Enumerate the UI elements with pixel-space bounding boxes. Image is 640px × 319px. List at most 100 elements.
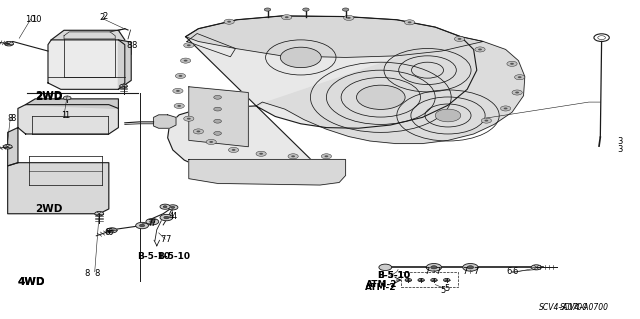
Circle shape	[484, 120, 488, 122]
Circle shape	[288, 154, 298, 159]
Text: 7: 7	[425, 267, 430, 276]
Circle shape	[146, 219, 159, 225]
Circle shape	[408, 21, 412, 23]
Circle shape	[512, 90, 522, 95]
Text: SCV4–A0700: SCV4–A0700	[560, 303, 609, 312]
Text: 4WD: 4WD	[18, 277, 45, 287]
Circle shape	[3, 145, 12, 149]
Circle shape	[264, 8, 271, 11]
Text: 7: 7	[474, 267, 479, 276]
Circle shape	[507, 61, 517, 66]
Circle shape	[187, 118, 191, 120]
Text: B-5-10: B-5-10	[157, 252, 190, 261]
Circle shape	[209, 141, 213, 143]
Circle shape	[206, 139, 216, 145]
Text: 7: 7	[150, 219, 156, 228]
Text: 2WD: 2WD	[35, 92, 63, 102]
Polygon shape	[168, 16, 477, 175]
Circle shape	[280, 47, 321, 68]
Circle shape	[4, 41, 13, 46]
Text: 6: 6	[512, 267, 517, 276]
Circle shape	[426, 263, 442, 271]
Text: 5: 5	[440, 286, 445, 295]
Circle shape	[176, 90, 180, 92]
Text: 8: 8	[131, 41, 136, 50]
Circle shape	[214, 131, 221, 135]
Circle shape	[504, 108, 508, 109]
Circle shape	[356, 85, 405, 109]
Circle shape	[193, 129, 204, 134]
Circle shape	[500, 106, 511, 111]
Circle shape	[344, 15, 354, 20]
Circle shape	[179, 75, 182, 77]
Circle shape	[256, 151, 266, 156]
Circle shape	[196, 130, 200, 132]
Circle shape	[463, 263, 478, 271]
Circle shape	[227, 21, 231, 23]
Circle shape	[282, 15, 292, 20]
Circle shape	[518, 76, 522, 78]
Text: 8: 8	[8, 114, 13, 122]
Text: 7: 7	[148, 219, 153, 228]
Circle shape	[418, 278, 424, 282]
Text: 7: 7	[161, 235, 166, 244]
Circle shape	[379, 264, 392, 271]
Polygon shape	[189, 160, 346, 185]
Text: 8: 8	[127, 41, 132, 50]
Text: 5: 5	[445, 284, 450, 293]
Circle shape	[164, 216, 169, 219]
Circle shape	[481, 118, 492, 123]
Circle shape	[95, 211, 104, 216]
Circle shape	[173, 88, 183, 93]
Text: 2WD: 2WD	[35, 204, 63, 214]
Text: 2: 2	[100, 13, 105, 22]
Circle shape	[467, 266, 474, 269]
Circle shape	[175, 73, 186, 78]
Circle shape	[214, 95, 221, 99]
Circle shape	[342, 8, 349, 11]
Circle shape	[510, 63, 514, 65]
Circle shape	[285, 16, 289, 18]
Text: 10: 10	[26, 15, 36, 24]
Text: 4WD: 4WD	[18, 277, 45, 287]
Text: 7: 7	[165, 235, 170, 244]
Circle shape	[321, 154, 332, 159]
Circle shape	[180, 58, 191, 63]
Text: B-5-10: B-5-10	[137, 252, 170, 261]
Circle shape	[405, 278, 412, 282]
Text: B-5-10: B-5-10	[378, 271, 411, 280]
Text: 3: 3	[618, 137, 623, 146]
Circle shape	[160, 214, 173, 221]
Circle shape	[303, 8, 309, 11]
Polygon shape	[189, 87, 248, 147]
Text: 1: 1	[61, 111, 67, 120]
Circle shape	[136, 222, 148, 229]
Circle shape	[478, 48, 482, 50]
Polygon shape	[186, 16, 483, 57]
Circle shape	[347, 17, 351, 19]
Text: 4: 4	[169, 212, 174, 221]
Circle shape	[171, 206, 175, 208]
Text: 8: 8	[95, 269, 100, 278]
Circle shape	[174, 103, 184, 108]
Text: 6: 6	[108, 228, 113, 237]
Polygon shape	[26, 99, 118, 108]
Circle shape	[184, 116, 194, 121]
Text: 2: 2	[102, 12, 108, 21]
Text: 6: 6	[105, 228, 110, 237]
Text: 3: 3	[618, 145, 623, 154]
Circle shape	[458, 38, 461, 40]
Circle shape	[531, 265, 541, 270]
Circle shape	[63, 96, 71, 100]
Circle shape	[324, 155, 328, 157]
Circle shape	[515, 92, 519, 93]
Text: 2WD: 2WD	[35, 91, 63, 101]
Circle shape	[214, 107, 221, 111]
Text: 1: 1	[64, 111, 69, 120]
Text: 7: 7	[435, 267, 440, 276]
Circle shape	[168, 205, 178, 210]
Circle shape	[160, 204, 170, 209]
Circle shape	[107, 228, 117, 233]
Polygon shape	[8, 128, 18, 166]
Circle shape	[444, 278, 450, 282]
